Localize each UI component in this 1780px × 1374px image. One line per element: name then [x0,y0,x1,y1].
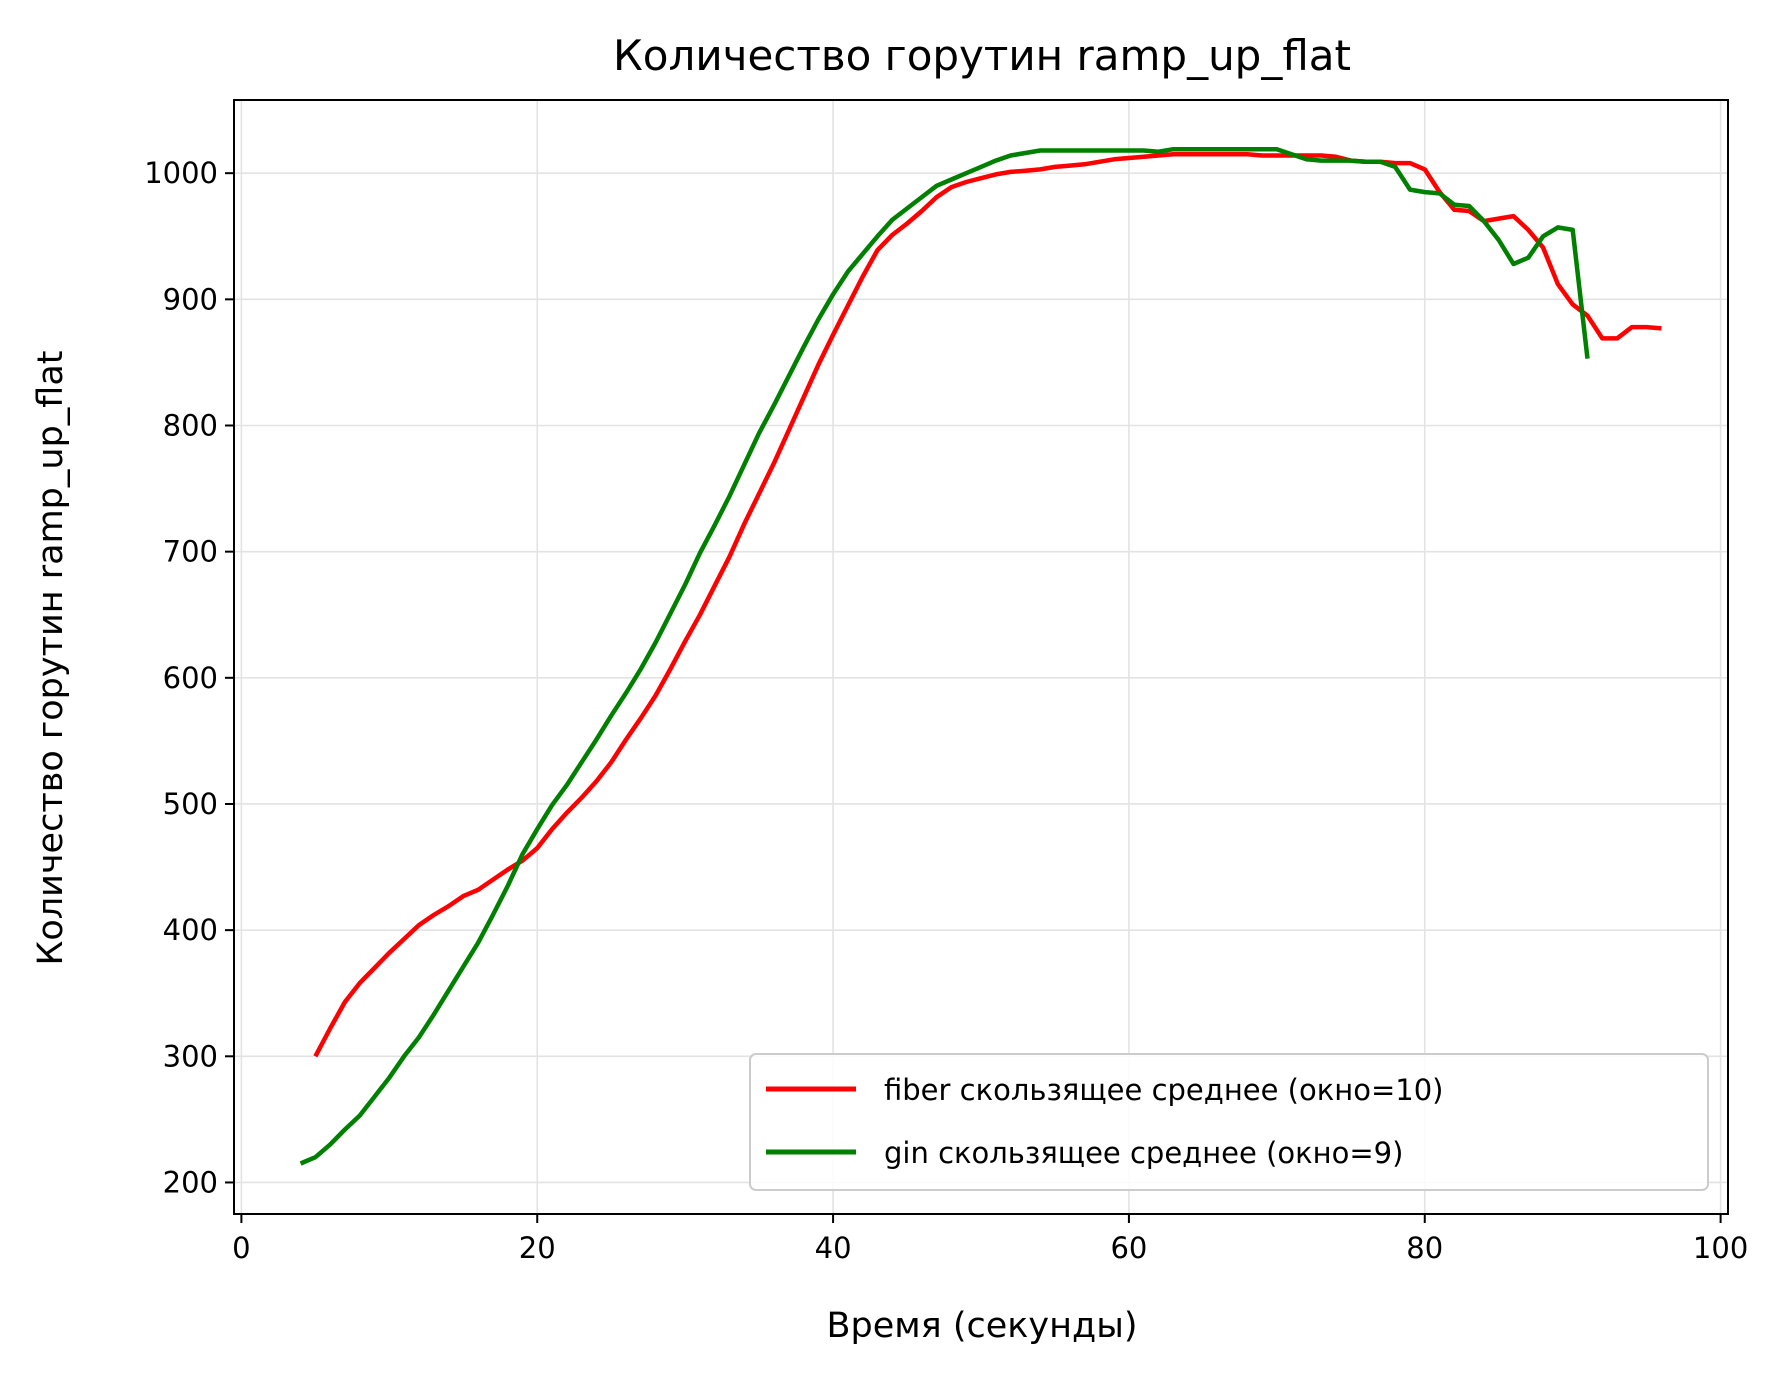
y-tick-label: 900 [163,282,218,316]
legend-label-fiber: fiber скользящее среднее (окно=10) [884,1073,1443,1107]
plot-frame [233,99,1729,1215]
y-tick-label: 400 [163,913,218,947]
y-tick-label: 700 [163,535,218,569]
y-tick-label: 1000 [144,156,218,190]
legend: fiber скользящее среднее (окно=10) gin с… [749,1053,1709,1191]
x-tick-label: 20 [519,1231,556,1265]
x-tick-label: 40 [815,1231,852,1265]
y-tick-label: 600 [163,661,218,695]
x-tick-label: 0 [232,1231,250,1265]
x-axis-title: Время (секунды) [826,1306,1137,1346]
y-tick-label: 300 [163,1039,218,1073]
y-tick-label: 200 [163,1165,218,1199]
y-tick-label: 800 [163,408,218,442]
axes-frame [233,99,1729,1215]
legend-box [749,1053,1709,1191]
series-layer [299,146,1662,1166]
series-line-gin [299,146,1590,1166]
series-line-fiber [313,151,1662,1058]
y-axis-title: Количество горутин ramp_up_flat [31,350,71,965]
legend-label-gin: gin скользящее среднее (окно=9) [884,1136,1403,1170]
chart-title: Количество горутин ramp_up_flat [613,31,1351,80]
y-axis: 200 300 400 500 600 700 800 900 1000 [144,156,234,1199]
x-tick-label: 60 [1110,1231,1147,1265]
x-tick-label: 100 [1693,1231,1748,1265]
x-axis: 0 20 40 60 80 100 [232,1214,1748,1265]
y-tick-label: 500 [163,787,218,821]
x-tick-label: 80 [1406,1231,1443,1265]
